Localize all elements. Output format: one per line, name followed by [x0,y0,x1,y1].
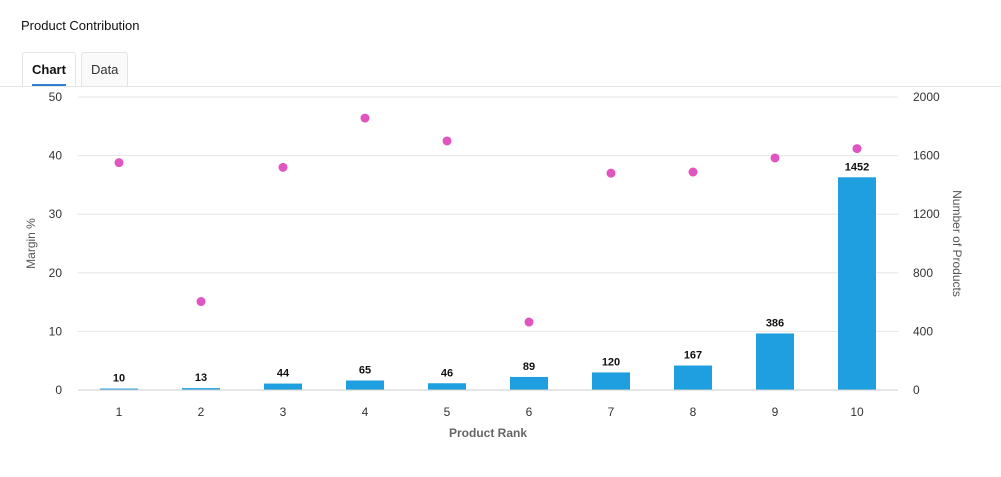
right-y-tick-label: 400 [913,324,933,338]
x-axis-ticks: 1 2 3 4 5 6 7 8 9 10 [116,405,864,419]
page-title: Product Contribution [21,18,140,33]
right-y-axis-ticks: 0 400 800 1200 1600 2000 [913,90,940,397]
scatter-point [688,167,698,177]
bar [346,380,384,390]
scatter-series [114,113,862,327]
tab-divider [0,86,1001,87]
x-tick-label: 4 [362,405,369,419]
right-y-tick-label: 1600 [913,149,940,163]
left-y-tick-label: 50 [49,90,63,104]
scatter-point [852,144,862,154]
scatter-point [606,168,616,178]
scatter-point [770,153,780,163]
left-y-tick-label: 0 [55,383,62,397]
scatter-point [114,158,124,168]
bar-data-label: 46 [441,367,453,379]
right-y-tick-label: 800 [913,266,933,280]
bar [428,383,466,390]
bar-data-label: 89 [523,361,535,373]
left-y-tick-label: 20 [49,266,63,280]
bar-data-label: 167 [684,350,702,362]
bar-data-label: 1452 [845,161,869,173]
bar-data-labels: 10 13 44 65 46 89 120 167 386 1452 [113,161,869,384]
right-y-tick-label: 0 [913,383,920,397]
bar [510,376,548,390]
bar-data-label: 44 [277,368,290,380]
bar [100,388,138,390]
bar-data-label: 65 [359,364,371,376]
bar [264,383,302,390]
x-tick-label: 2 [198,405,205,419]
left-y-tick-label: 40 [49,149,63,163]
left-y-tick-label: 30 [49,207,63,221]
bar [674,365,712,390]
bar [592,372,630,390]
x-tick-label: 9 [772,405,779,419]
bar-data-label: 386 [766,317,784,329]
scatter-point [278,162,288,172]
bar [838,177,876,390]
scatter-point [196,297,206,307]
left-y-tick-label: 10 [49,324,63,338]
left-y-axis-ticks: 0 10 20 30 40 50 [49,90,63,397]
bar-data-label: 120 [602,356,620,368]
x-tick-label: 1 [116,405,123,419]
x-tick-label: 7 [608,405,615,419]
tab-chart[interactable]: Chart [22,52,76,86]
gridlines [78,96,898,332]
tab-data[interactable]: Data [80,52,129,86]
right-y-tick-label: 2000 [913,90,940,104]
scatter-point [442,136,452,146]
right-y-tick-label: 1200 [913,207,940,221]
scatter-point [360,113,370,123]
bar [182,388,220,390]
x-axis-title: Product Rank [449,426,527,440]
x-tick-label: 6 [526,405,533,419]
right-y-axis-title: Number of Products [950,190,964,297]
bar [756,333,794,390]
tab-bar: Chart Data [22,52,129,86]
bar-data-label: 13 [195,372,207,384]
scatter-point [524,317,534,327]
bar-data-label: 10 [113,373,125,385]
bar-series [100,177,876,390]
x-tick-label: 8 [690,405,697,419]
x-tick-label: 5 [444,405,451,419]
x-tick-label: 3 [280,405,287,419]
left-y-axis-title: Margin % [24,218,38,269]
x-tick-label: 10 [850,405,864,419]
